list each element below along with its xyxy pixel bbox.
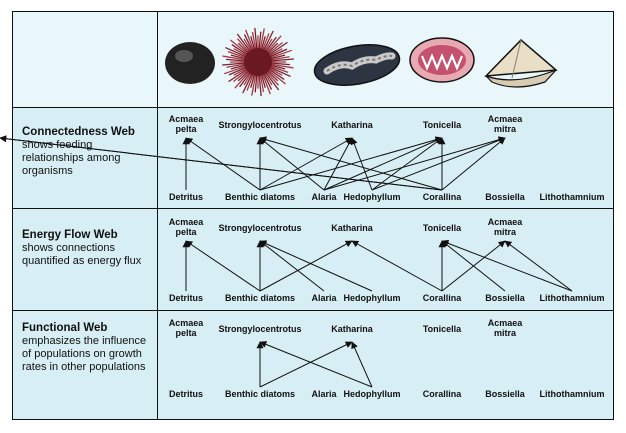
feeding-arrow: [185, 240, 261, 292]
consumer-label: Acmaea pelta: [168, 217, 204, 237]
resource-label: Benthic diatoms: [224, 389, 296, 399]
limpet-shell-image: [165, 42, 215, 84]
consumer-label: Katharina: [331, 223, 373, 233]
consumer-label: Katharina: [331, 120, 373, 130]
feeding-arrow: [504, 240, 573, 292]
row-title: Functional Web: [22, 322, 108, 334]
feeding-arrow: [259, 240, 353, 292]
feeding-arrow: [259, 240, 373, 292]
consumer-label: Katharina: [331, 324, 373, 334]
resource-label: Benthic diatoms: [224, 192, 296, 202]
resource-label: Bossiella: [485, 192, 525, 202]
feeding-arrow: [323, 136, 506, 191]
feeding-arrow: [371, 137, 443, 191]
consumer-label: Strongylocentrotus: [218, 120, 302, 130]
feeding-arrow: [259, 240, 325, 292]
resource-label: Bossiella: [485, 389, 525, 399]
feeding-arrow: [350, 137, 373, 191]
resource-label: Hedophyllum: [343, 389, 401, 399]
feeding-arrow: [259, 341, 373, 388]
resource-label: Corallina: [422, 293, 462, 303]
consumer-label: Acmaea pelta: [168, 318, 204, 338]
resource-label: Corallina: [422, 389, 462, 399]
consumer-label: Acmaea pelta: [168, 114, 204, 134]
column-divider: [157, 107, 158, 420]
consumer-label: Strongylocentrotus: [218, 324, 302, 334]
row-label-energy-flow: Energy Flow Web shows connections quanti…: [22, 229, 157, 268]
consumer-label: Tonicella: [422, 324, 462, 334]
resource-label: Lithothamnium: [539, 389, 605, 399]
feeding-arrow: [323, 137, 443, 191]
consumer-label: Acmaea mitra: [487, 114, 523, 134]
resource-label: Hedophyllum: [343, 293, 401, 303]
chiton-tonicella-image: [409, 37, 475, 83]
row-title: Energy Flow Web: [22, 229, 118, 241]
consumer-label: Acmaea mitra: [487, 318, 523, 338]
consumer-label: Tonicella: [422, 223, 462, 233]
sea-urchin-image: [222, 27, 294, 97]
resource-label: Benthic diatoms: [224, 293, 296, 303]
resource-label: Detritus: [168, 389, 204, 399]
resource-label: Lithothamnium: [539, 293, 605, 303]
resource-label: Alaria: [311, 192, 337, 202]
resource-label: Hedophyllum: [343, 192, 401, 202]
row-label-functional: Functional Web emphasizes the influence …: [22, 322, 157, 374]
resource-label: Alaria: [311, 389, 337, 399]
feeding-arrow: [441, 137, 506, 191]
panel-functional: [12, 310, 614, 420]
feeding-arrow: [0, 135, 443, 191]
feeding-arrow: [323, 137, 353, 191]
resource-label: Bossiella: [485, 293, 525, 303]
panel-energy-flow: [12, 208, 614, 311]
resource-label: Detritus: [168, 192, 204, 202]
row-title: Connectedness Web: [22, 126, 135, 138]
resource-label: Alaria: [311, 293, 337, 303]
resource-label: Corallina: [422, 192, 462, 202]
resource-label: Detritus: [168, 293, 204, 303]
row-description: emphasizes the influence of populations …: [22, 335, 147, 373]
chiton-katharina-image: [313, 44, 401, 86]
consumer-label: Strongylocentrotus: [218, 223, 302, 233]
feeding-arrow: [259, 341, 353, 388]
consumer-label: Acmaea mitra: [487, 217, 523, 237]
feeding-arrow: [259, 136, 443, 191]
feeding-arrow: [351, 341, 373, 388]
resource-label: Lithothamnium: [539, 192, 605, 202]
feeding-arrow: [351, 240, 443, 292]
header-left-cell: [12, 11, 158, 108]
row-description: shows connections quantified as energy f…: [22, 242, 142, 267]
feeding-arrow: [371, 137, 506, 191]
feeding-arrow: [259, 137, 325, 191]
limpet-cone-image: [484, 38, 558, 88]
feeding-arrow: [441, 240, 506, 292]
feeding-arrow: [259, 137, 353, 191]
consumer-label: Tonicella: [422, 120, 462, 130]
feeding-arrow: [441, 239, 573, 292]
